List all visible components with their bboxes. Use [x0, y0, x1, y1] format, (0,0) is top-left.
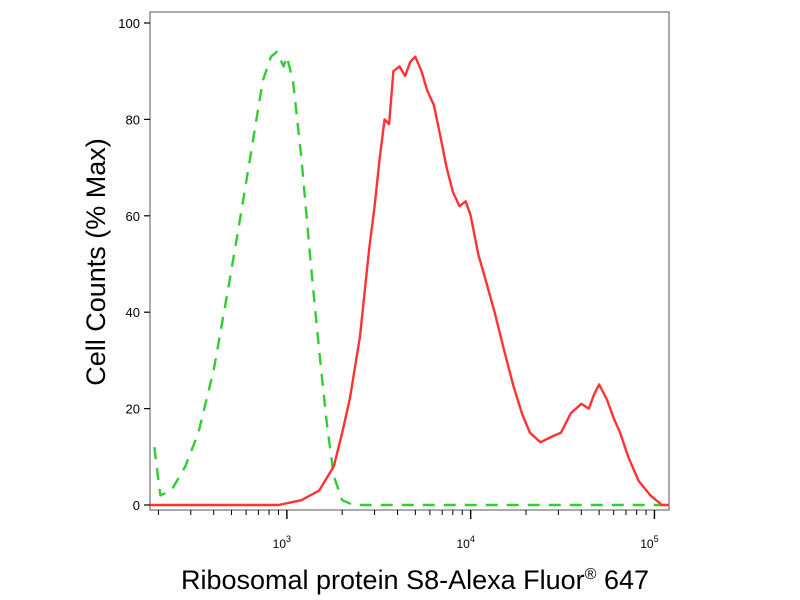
x-tick-label-2: 105: [640, 534, 658, 551]
y-tick-label-2: 40: [126, 305, 140, 320]
x-axis-title-suffix: 647: [596, 565, 649, 595]
x-tick-base-2: 10: [640, 537, 654, 551]
series-line-0: [153, 50, 669, 507]
x-tick-base-1: 10: [456, 537, 470, 551]
y-axis-title: Cell Counts (% Max): [81, 138, 111, 386]
series-group: [150, 50, 669, 507]
y-tick-label-4: 80: [126, 112, 140, 127]
x-tick-exp-1: 4: [470, 534, 475, 544]
x-tick-base-0: 10: [273, 537, 287, 551]
y-tick-label-3: 60: [126, 209, 140, 224]
y-tick-label-0: 0: [133, 498, 140, 513]
x-axis-title-main: Ribosomal protein S8-Alexa Fluor: [181, 565, 585, 595]
x-axis-title: Ribosomal protein S8-Alexa Fluor® 647: [181, 565, 649, 595]
plot-frame: [149, 11, 670, 511]
x-tick-exp-0: 3: [286, 534, 291, 544]
x-axis: 103 104 105: [157, 510, 659, 551]
x-tick-exp-2: 5: [654, 534, 659, 544]
y-tick-label-5: 100: [118, 16, 140, 31]
x-tick-label-0: 103: [273, 534, 291, 551]
y-tick-label-1: 20: [126, 402, 140, 417]
x-tick-label-1: 104: [456, 534, 474, 551]
series-line-1: [150, 55, 669, 507]
y-axis: 0 20 40 60 80 100: [118, 16, 150, 513]
x-axis-title-superscript: ®: [585, 566, 597, 583]
